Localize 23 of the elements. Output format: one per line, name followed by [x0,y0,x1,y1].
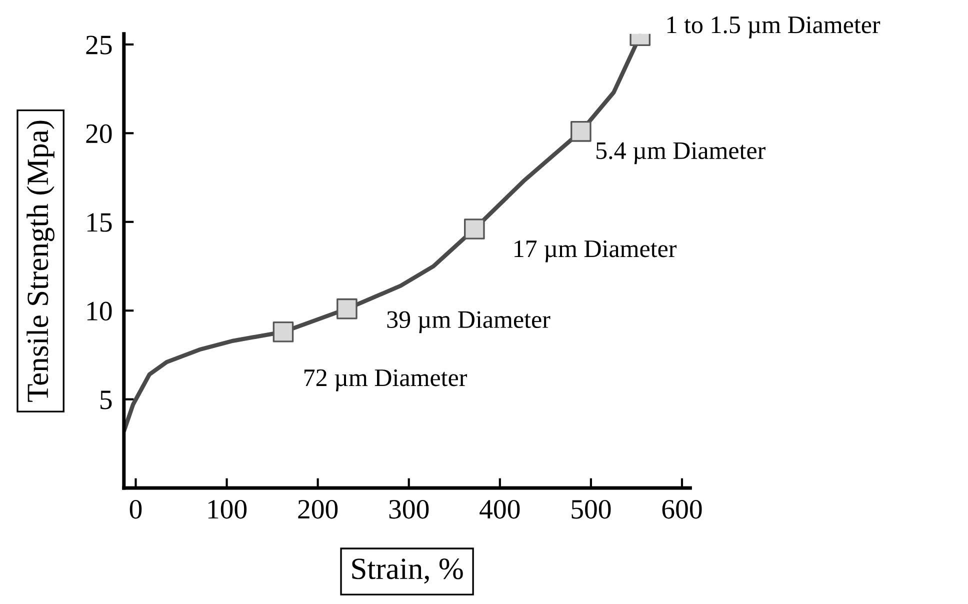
x-tick-label: 600 [662,500,702,519]
y-axis-title: Tensile Strength (Mpa) [26,120,54,402]
x-axis-title: Strain, % [352,558,463,584]
y-tick-label: 25 [86,36,112,54]
y-tick-label: 15 [87,213,112,232]
y-tick-label: 5 [100,390,112,410]
annotation: 39 µm Diameter [387,311,550,334]
y-tick-label: 20 [86,124,112,144]
y-tick-label: 10 [87,302,112,321]
point [336,298,358,320]
x-tick-label: 500 [572,500,611,519]
point [272,321,294,342]
x-tick-label: 400 [480,500,520,519]
point [570,121,592,142]
x-tick-label: 100 [208,500,247,519]
annotation: 72 µm Diameter [304,369,467,392]
annotation: 17 µm Diameter [514,240,677,262]
annotation: 1 to 1.5 µm Diameter [667,16,880,38]
x-tick-label: 0 [130,500,142,519]
x-tick-label: 300 [389,500,429,519]
annotation: 5.4 µm Diameter [596,142,766,164]
point [464,218,485,240]
x-tick-label: 200 [298,500,338,519]
